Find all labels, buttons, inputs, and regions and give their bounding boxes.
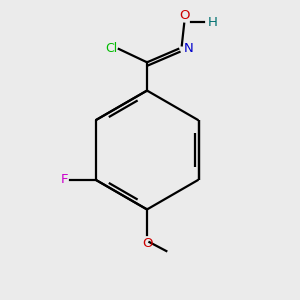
- Text: N: N: [184, 42, 193, 56]
- Text: H: H: [208, 16, 218, 29]
- Text: O: O: [142, 237, 152, 250]
- Text: F: F: [60, 173, 68, 186]
- Text: O: O: [179, 9, 189, 22]
- Text: Cl: Cl: [105, 42, 117, 56]
